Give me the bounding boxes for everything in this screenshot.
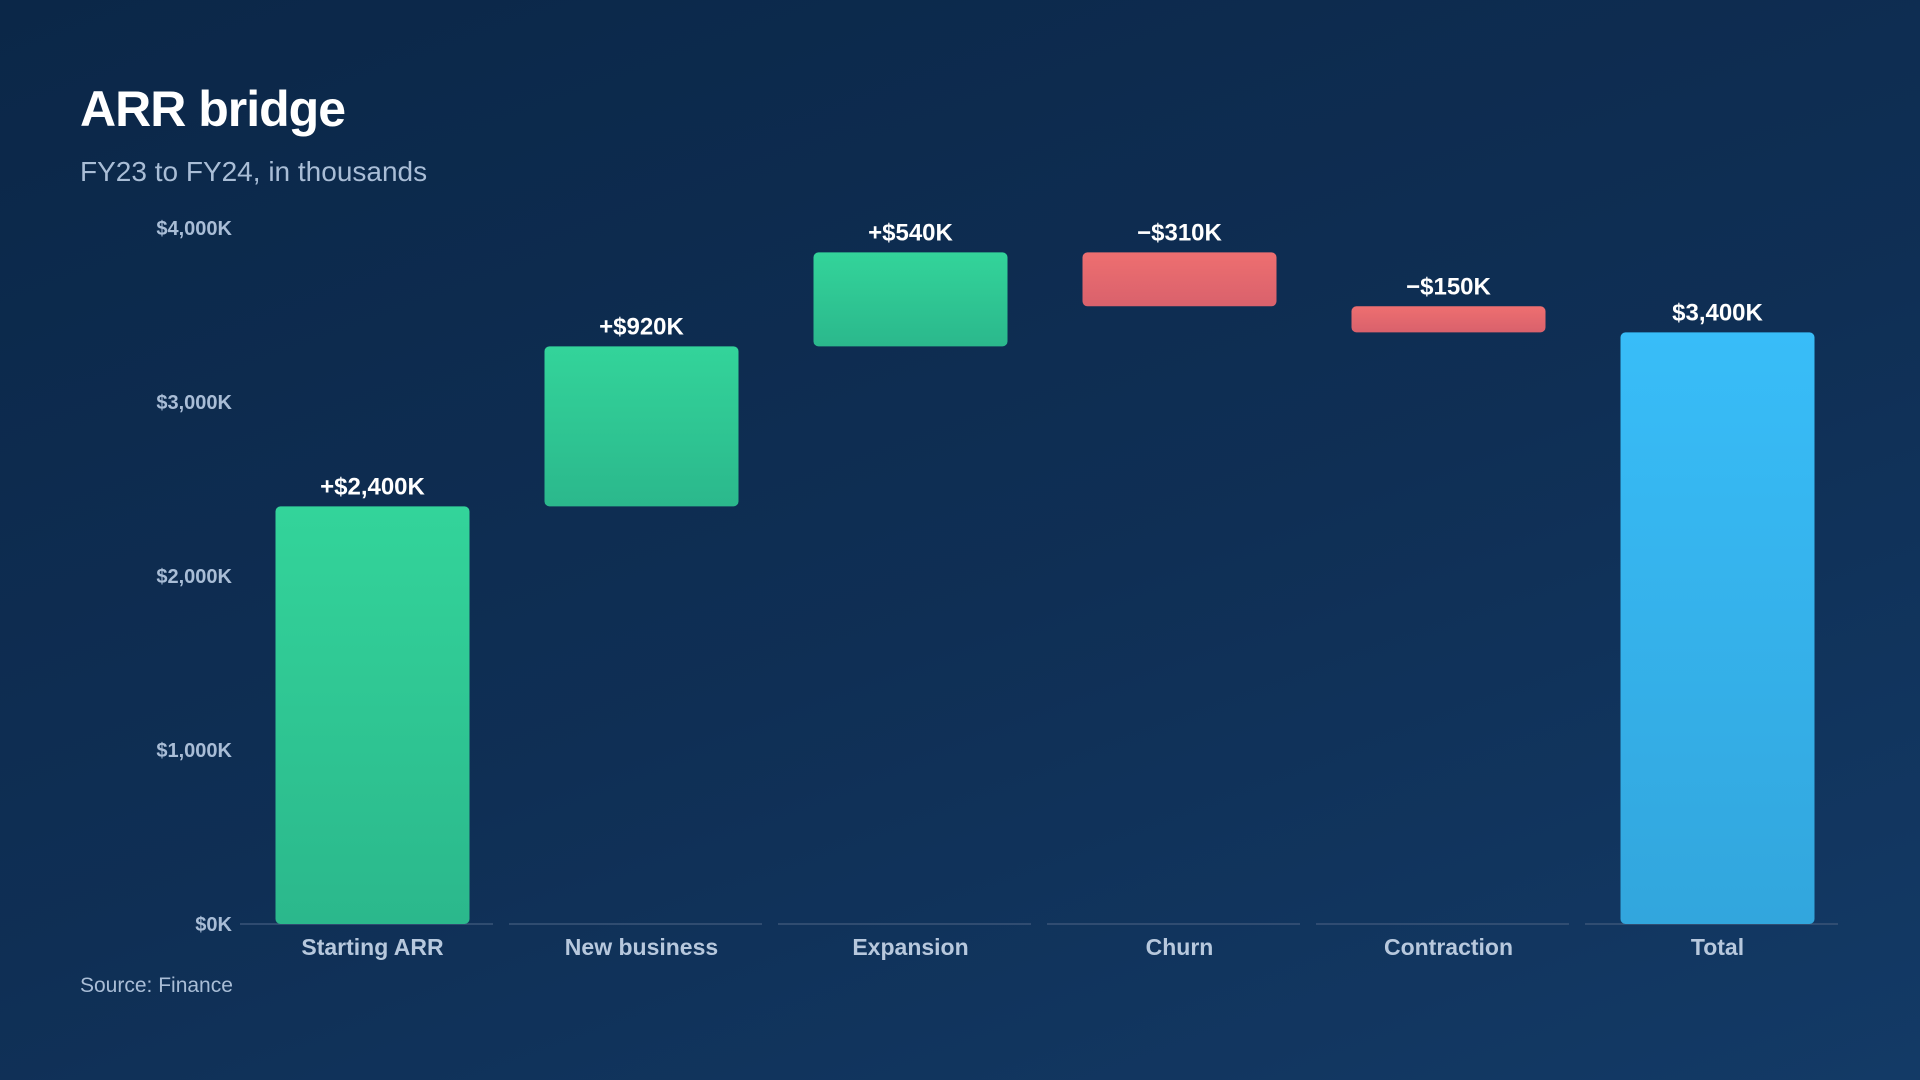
y-tick-label: $2,000K xyxy=(156,566,232,588)
x-tick-label: Expansion xyxy=(852,934,968,960)
y-axis: $0K $1,000K $2,000K $3,000K $4,000K xyxy=(156,218,232,936)
data-labels: +$2,400K +$920K +$540K −$310K −$150K $3,400K xyxy=(320,219,1763,500)
x-axis: Starting ARR New business Expansion Churn Co… xyxy=(301,934,1744,960)
data-label: $3,400K xyxy=(1672,299,1763,326)
data-label: +$540K xyxy=(868,219,953,246)
x-tick-label: Churn xyxy=(1146,934,1214,960)
bar-expansion[interactable] xyxy=(813,252,1008,347)
bars xyxy=(275,252,1815,924)
bar-new-business[interactable] xyxy=(544,346,739,507)
y-tick-label: $1,000K xyxy=(156,740,232,762)
bar-total[interactable] xyxy=(1620,332,1815,924)
x-tick-label: Total xyxy=(1691,934,1744,960)
y-tick-label: $0K xyxy=(195,914,232,936)
source-note: Source: Finance xyxy=(80,974,233,997)
data-label: +$920K xyxy=(599,313,684,340)
bar-contraction[interactable] xyxy=(1351,306,1546,333)
data-label: +$2,400K xyxy=(320,473,425,500)
bar-churn[interactable] xyxy=(1082,252,1277,307)
data-label: −$150K xyxy=(1406,273,1491,300)
chart-subtitle: FY23 to FY24, in thousands xyxy=(80,156,428,187)
x-tick-label: Contraction xyxy=(1384,934,1513,960)
data-label: −$310K xyxy=(1137,219,1222,246)
chart-title: ARR bridge xyxy=(80,81,346,137)
x-tick-label: New business xyxy=(565,934,718,960)
x-tick-label: Starting ARR xyxy=(301,934,444,960)
bar-starting-arr[interactable] xyxy=(275,506,470,924)
y-tick-label: $3,000K xyxy=(156,392,232,414)
y-tick-label: $4,000K xyxy=(156,218,232,240)
